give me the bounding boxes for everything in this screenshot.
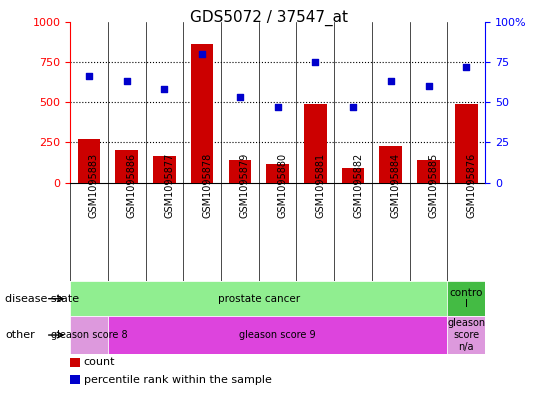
- Point: [311, 59, 320, 65]
- Text: disease state: disease state: [5, 294, 80, 304]
- Bar: [115, 150, 138, 183]
- Point: [349, 104, 357, 110]
- Text: GSM1095886: GSM1095886: [127, 153, 137, 218]
- Point: [198, 51, 206, 57]
- Bar: [266, 164, 289, 183]
- Point: [462, 64, 471, 70]
- Text: GSM1095883: GSM1095883: [89, 153, 99, 218]
- Point: [424, 83, 433, 89]
- Text: gleason score 8: gleason score 8: [51, 330, 127, 340]
- Point: [386, 78, 395, 84]
- Bar: [191, 44, 213, 183]
- Text: GSM1095881: GSM1095881: [315, 153, 326, 218]
- Text: count: count: [84, 357, 115, 367]
- Bar: [108, 316, 447, 354]
- Point: [273, 104, 282, 110]
- Text: GSM1095880: GSM1095880: [278, 153, 288, 218]
- Text: gleason
score
n/a: gleason score n/a: [447, 318, 485, 352]
- Bar: [78, 139, 100, 183]
- Text: GSM1095885: GSM1095885: [429, 153, 439, 219]
- Bar: [455, 104, 478, 183]
- Bar: [417, 160, 440, 183]
- Text: GSM1095877: GSM1095877: [164, 153, 175, 219]
- Bar: [153, 156, 176, 183]
- Text: GSM1095879: GSM1095879: [240, 153, 250, 219]
- Point: [160, 86, 169, 92]
- Bar: [70, 375, 80, 384]
- Text: gleason score 9: gleason score 9: [239, 330, 316, 340]
- Text: GSM1095878: GSM1095878: [202, 153, 212, 219]
- Text: GSM1095882: GSM1095882: [353, 153, 363, 219]
- Text: prostate cancer: prostate cancer: [218, 294, 300, 304]
- Bar: [304, 104, 327, 183]
- Bar: [70, 316, 108, 354]
- Bar: [70, 358, 80, 367]
- Text: other: other: [5, 330, 35, 340]
- Bar: [379, 147, 402, 183]
- Text: GSM1095884: GSM1095884: [391, 153, 401, 218]
- Text: GDS5072 / 37547_at: GDS5072 / 37547_at: [190, 10, 349, 26]
- Point: [122, 78, 131, 84]
- Text: contro
l: contro l: [450, 288, 483, 309]
- Bar: [447, 281, 485, 316]
- Point: [236, 94, 244, 101]
- Bar: [229, 160, 251, 183]
- Point: [85, 73, 93, 79]
- Bar: [447, 316, 485, 354]
- Text: percentile rank within the sample: percentile rank within the sample: [84, 375, 272, 385]
- Bar: [342, 168, 364, 183]
- Text: GSM1095876: GSM1095876: [466, 153, 476, 219]
